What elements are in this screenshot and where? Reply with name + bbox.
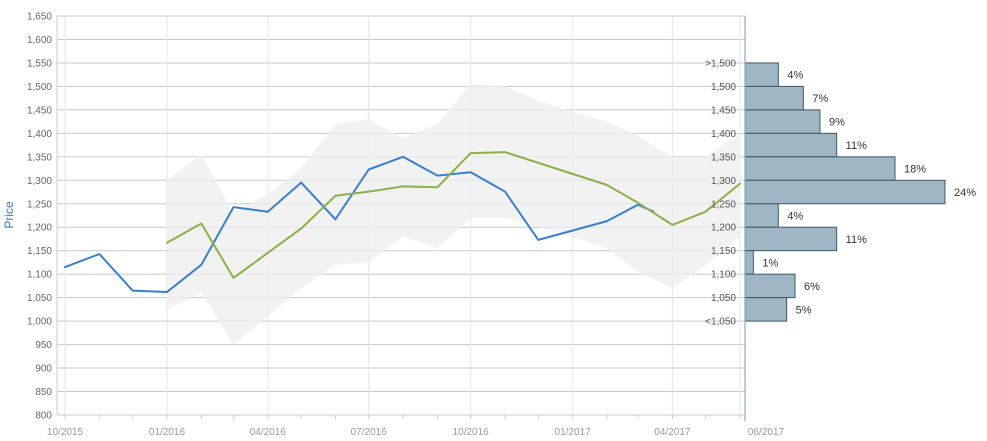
x-tick-label: 01/2017	[555, 427, 592, 438]
histogram-percent-label: 5%	[796, 304, 812, 316]
histogram-bar	[744, 109, 821, 134]
y-tick-label: 1,350	[27, 152, 52, 163]
histogram-bin-label: 1,100	[711, 270, 736, 281]
histogram-bin-label: <1,050	[705, 317, 736, 328]
y-tick-label: 1,300	[27, 176, 52, 187]
histogram-percent-label: 4%	[787, 211, 803, 223]
x-tick-label: 10/2016	[453, 427, 490, 438]
histogram-bar	[744, 226, 838, 252]
y-tick-label: 1,150	[27, 246, 52, 257]
histogram-bin-label: 1,400	[711, 129, 736, 140]
histogram-bar	[744, 132, 838, 158]
y-tick-label: 1,200	[27, 223, 52, 234]
range-band	[166, 84, 740, 345]
histogram-percent-label: 6%	[804, 281, 820, 293]
histogram-bin-label: 1,500	[711, 82, 736, 93]
band-layer	[166, 84, 740, 345]
histogram-bar	[744, 203, 779, 228]
x-tick-label: 06/2017	[748, 427, 785, 438]
y-tick-label: 800	[35, 411, 52, 422]
histogram-bin-label: 1,250	[711, 199, 736, 210]
histogram-bin-label: 1,050	[711, 293, 736, 304]
y-tick-label: 1,650	[27, 12, 52, 23]
average-line	[166, 151, 741, 279]
histogram-percent-label: 1%	[762, 257, 778, 269]
histogram-bar	[744, 156, 896, 181]
histogram-layer: 4%7%9%11%18%24%4%11%1%6%5%>1,5001,5001,4…	[705, 58, 976, 327]
histogram-percent-label: 18%	[904, 164, 926, 176]
y-tick-label: 1,450	[27, 105, 52, 116]
y-tick-label: 1,050	[27, 293, 52, 304]
histogram-percent-label: 11%	[846, 140, 867, 152]
series-layer	[64, 151, 741, 293]
x-tick-label: 01/2016	[149, 427, 186, 438]
histogram-bar	[744, 85, 804, 111]
histogram-bar	[744, 62, 779, 87]
y-tick-label: 900	[35, 364, 52, 375]
y-tick-label: 1,400	[27, 129, 52, 140]
y-tick-label: 1,100	[27, 270, 52, 281]
y-tick-label: 1,500	[27, 82, 52, 93]
y-tick-label: 1,000	[27, 317, 52, 328]
x-tick-label: 07/2016	[351, 427, 388, 438]
y-tick-label: 850	[35, 387, 52, 398]
x-tick-label: 04/2017	[654, 427, 691, 438]
y-tick-label: 1,550	[27, 58, 52, 69]
histogram-percent-label: 4%	[787, 70, 803, 82]
histogram-bar	[744, 297, 788, 322]
histogram-bar	[744, 250, 754, 275]
y-tick-label: 1,250	[27, 199, 52, 210]
histogram-percent-label: 24%	[954, 187, 976, 199]
histogram-percent-label: 7%	[812, 93, 828, 105]
y-tick-label: 950	[35, 340, 52, 351]
x-tick-label: 10/2015	[47, 427, 84, 438]
histogram-bar	[744, 273, 796, 299]
histogram-bin-label: 1,150	[711, 246, 736, 257]
histogram-percent-label: 11%	[846, 234, 867, 246]
histogram-bin-label: >1,500	[705, 58, 736, 69]
histogram-bin-label: 1,300	[711, 176, 736, 187]
x-tick-label: 04/2016	[250, 427, 287, 438]
histogram-bar	[744, 179, 946, 205]
y-axis-label: Price	[2, 201, 16, 229]
histogram-bin-label: 1,450	[711, 105, 736, 116]
y-tick-label: 1,600	[27, 35, 52, 46]
histogram-bin-label: 1,200	[711, 223, 736, 234]
axis-layer: 800 850 900 950 1,000 1,050 1,100 1,150 1,200 1,2…	[27, 12, 785, 439]
histogram-bin-label: 1,350	[711, 152, 736, 163]
histogram-percent-label: 9%	[829, 117, 845, 129]
